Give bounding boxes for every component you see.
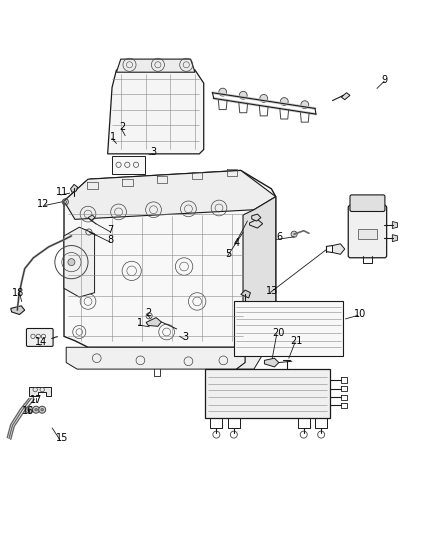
Polygon shape — [64, 171, 276, 220]
Polygon shape — [11, 306, 25, 314]
Text: 5: 5 — [226, 249, 232, 259]
Text: 13: 13 — [266, 286, 279, 295]
Polygon shape — [237, 312, 267, 369]
Circle shape — [25, 406, 32, 413]
Text: 11: 11 — [56, 187, 68, 197]
Polygon shape — [108, 70, 204, 154]
Text: 1: 1 — [110, 132, 117, 142]
Text: 18: 18 — [12, 288, 24, 298]
Polygon shape — [241, 290, 251, 298]
Circle shape — [291, 231, 297, 237]
Text: 1: 1 — [137, 318, 143, 328]
Text: 8: 8 — [108, 235, 114, 245]
FancyBboxPatch shape — [350, 195, 385, 212]
Circle shape — [260, 94, 268, 102]
Circle shape — [239, 91, 247, 99]
Circle shape — [301, 101, 309, 109]
Polygon shape — [71, 184, 78, 192]
Polygon shape — [146, 318, 161, 326]
Polygon shape — [64, 171, 276, 348]
Text: 10: 10 — [353, 309, 366, 319]
Polygon shape — [341, 93, 350, 100]
FancyBboxPatch shape — [26, 328, 53, 346]
Polygon shape — [392, 222, 398, 229]
Polygon shape — [392, 235, 398, 241]
Polygon shape — [117, 59, 195, 72]
Text: 21: 21 — [290, 336, 303, 346]
Polygon shape — [243, 197, 276, 328]
Text: 4: 4 — [233, 238, 240, 248]
Polygon shape — [250, 220, 263, 228]
Polygon shape — [29, 387, 51, 396]
Polygon shape — [66, 348, 245, 369]
Circle shape — [64, 200, 67, 203]
Text: 9: 9 — [382, 75, 388, 85]
Circle shape — [32, 406, 39, 413]
Polygon shape — [252, 214, 261, 221]
Text: 3: 3 — [150, 147, 156, 157]
Text: 6: 6 — [276, 232, 283, 242]
Text: 15: 15 — [56, 433, 68, 442]
Text: 7: 7 — [108, 225, 114, 235]
Polygon shape — [205, 369, 330, 418]
Text: 2: 2 — [119, 122, 125, 132]
Circle shape — [68, 259, 75, 265]
Circle shape — [280, 98, 288, 106]
Text: 12: 12 — [37, 199, 49, 208]
Circle shape — [39, 406, 46, 413]
Polygon shape — [64, 227, 95, 297]
Text: 16: 16 — [21, 407, 34, 416]
Text: 3: 3 — [182, 332, 188, 342]
Circle shape — [41, 408, 43, 411]
Polygon shape — [234, 302, 343, 356]
Bar — [358, 229, 377, 239]
Text: 17: 17 — [30, 394, 42, 405]
Polygon shape — [265, 358, 279, 367]
Circle shape — [28, 408, 30, 411]
Polygon shape — [88, 215, 95, 220]
Polygon shape — [332, 244, 345, 254]
Text: 14: 14 — [35, 337, 47, 346]
Bar — [112, 156, 145, 174]
Text: 2: 2 — [145, 308, 152, 318]
Circle shape — [35, 408, 37, 411]
FancyBboxPatch shape — [348, 205, 387, 258]
Text: 20: 20 — [272, 328, 285, 338]
Circle shape — [219, 88, 226, 96]
